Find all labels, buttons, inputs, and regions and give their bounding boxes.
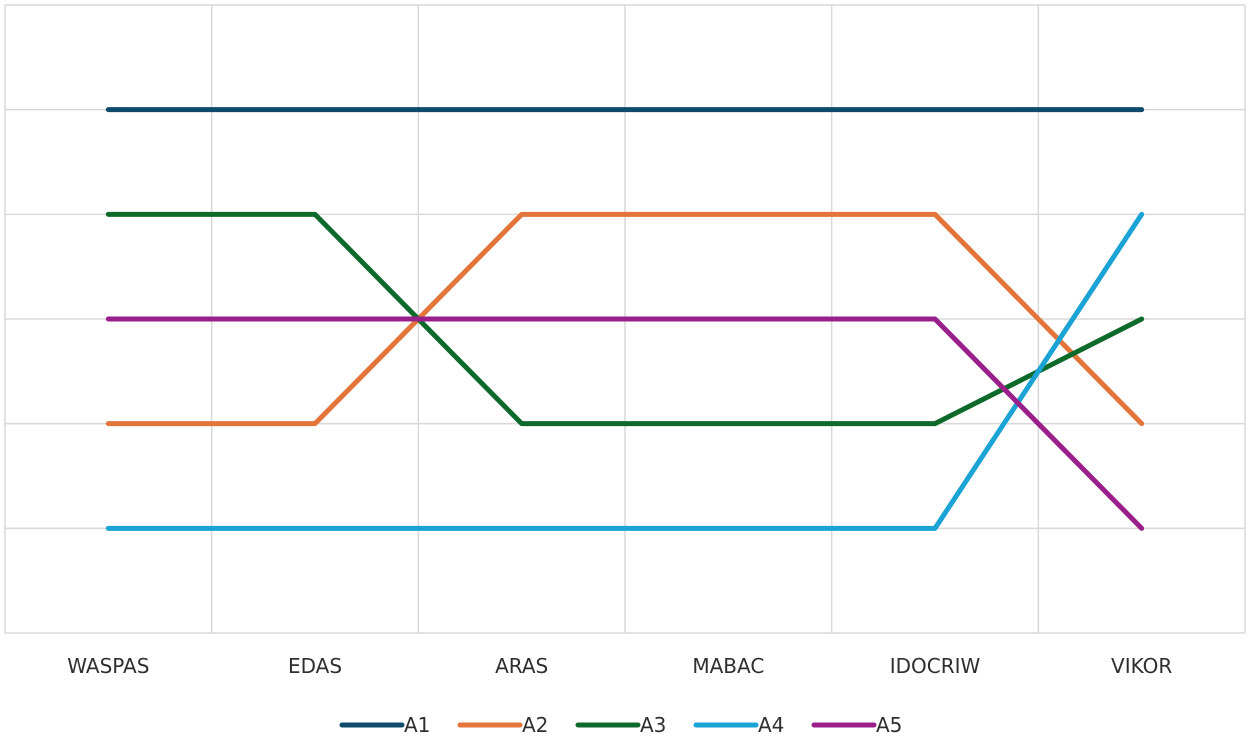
x-tick-label: WASPAS bbox=[67, 654, 149, 678]
series-line-a5 bbox=[105, 316, 1145, 531]
x-tick-label: VIKOR bbox=[1111, 654, 1172, 678]
series-line-a3 bbox=[105, 211, 1145, 427]
legend-label: A3 bbox=[640, 713, 666, 736]
legend-label: A1 bbox=[404, 713, 430, 736]
x-axis-tick-labels: WASPAS EDAS ARAS MABAC IDOCRIW VIKOR bbox=[67, 654, 1172, 678]
legend-item-a5: A5 bbox=[811, 713, 902, 736]
legend-item-a1: A1 bbox=[339, 713, 430, 736]
x-tick-label: IDOCRIW bbox=[890, 654, 981, 678]
legend-item-a2: A2 bbox=[457, 713, 548, 736]
chart-legend: A1 A2 A3 A4 A5 bbox=[339, 713, 902, 736]
series-line-a2 bbox=[105, 211, 1145, 427]
series-lines bbox=[105, 107, 1145, 531]
legend-item-a3: A3 bbox=[575, 713, 666, 736]
legend-label: A5 bbox=[876, 713, 902, 736]
series-line-a4 bbox=[105, 211, 1145, 531]
legend-label: A2 bbox=[522, 713, 548, 736]
x-tick-label: EDAS bbox=[288, 654, 342, 678]
x-tick-label: MABAC bbox=[692, 654, 764, 678]
legend-label: A4 bbox=[758, 713, 784, 736]
x-tick-label: ARAS bbox=[495, 654, 548, 678]
legend-item-a4: A4 bbox=[693, 713, 784, 736]
